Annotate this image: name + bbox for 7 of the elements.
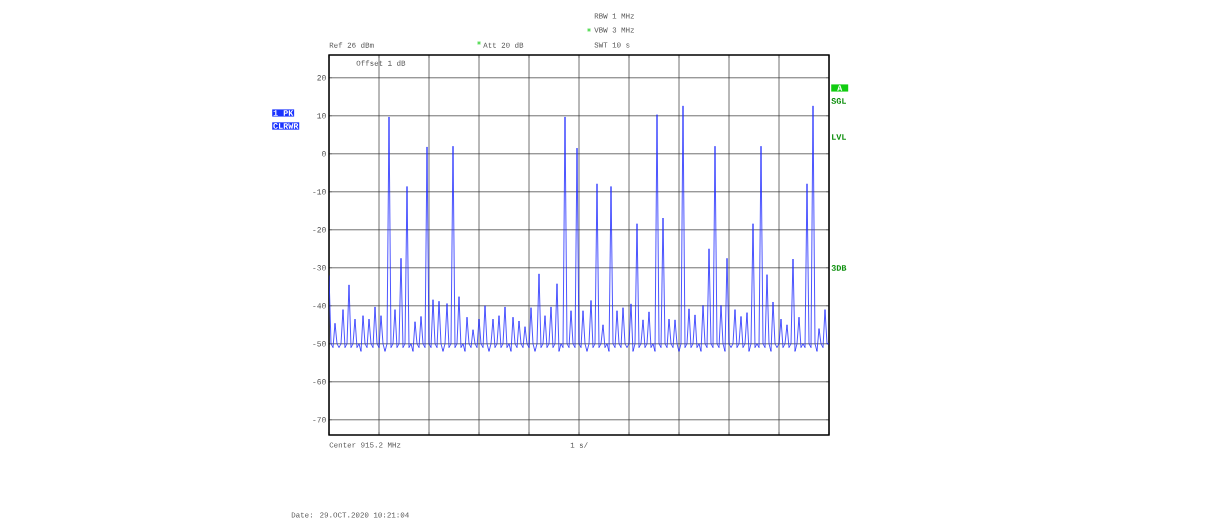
line-series: [329, 105, 830, 352]
text: 1 PK: [273, 110, 294, 116]
text: CLRWR: [273, 123, 299, 129]
text: 3DB: [831, 265, 847, 271]
text: LVL: [832, 134, 846, 140]
text: A: [837, 85, 843, 91]
text: SGL: [831, 98, 846, 104]
